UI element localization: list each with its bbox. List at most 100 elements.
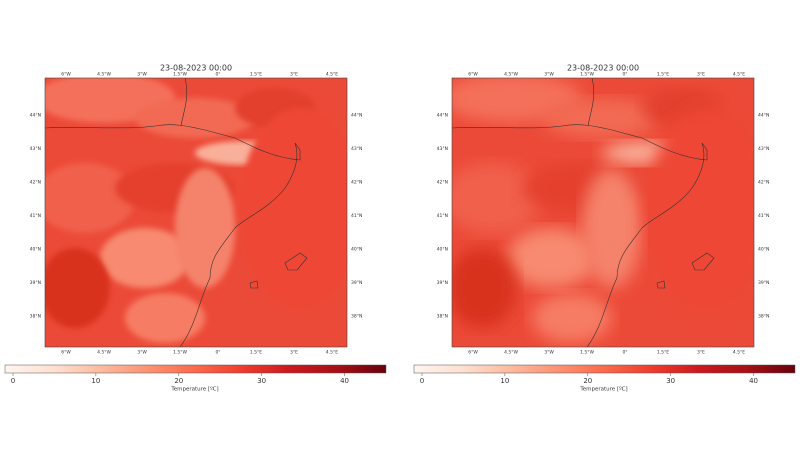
lat-label: 39°N xyxy=(758,280,769,286)
colorbar-tick-label: 30 xyxy=(257,377,266,385)
lon-label: 3°E xyxy=(290,72,298,78)
colorbar-tick-label: 0 xyxy=(11,377,15,385)
colorbar-tick-label: 40 xyxy=(340,377,349,385)
island xyxy=(691,252,715,271)
panel-title: 23-08-2023 00:00 xyxy=(160,64,232,73)
lat-label: 44°N xyxy=(437,113,448,119)
map-frame xyxy=(44,77,348,348)
lat-label: 38°N xyxy=(758,314,769,320)
lat-label: 39°N xyxy=(30,280,41,286)
temperature-field xyxy=(125,293,205,343)
temperature-field xyxy=(45,163,135,233)
coastline xyxy=(45,124,301,347)
lat-label: 44°N xyxy=(30,113,41,119)
lat-label: 42°N xyxy=(30,180,41,186)
lat-label: 39°N xyxy=(351,280,362,286)
lat-label: 38°N xyxy=(351,314,362,320)
temperature-field xyxy=(507,228,597,288)
lat-label: 42°N xyxy=(758,180,769,186)
lat-label: 44°N xyxy=(351,113,362,119)
lon-label: 4.5°W xyxy=(97,350,111,356)
lon-label: 1.5°W xyxy=(580,350,594,356)
lon-label: 0° xyxy=(622,72,627,78)
colorbar-tick-label: 0 xyxy=(420,377,424,385)
lat-label: 38°N xyxy=(30,314,41,320)
temperature-field xyxy=(175,168,235,288)
lon-label: 1.5°E xyxy=(657,72,669,78)
coastline xyxy=(452,124,708,347)
lon-label: 0° xyxy=(215,350,220,356)
lat-label: 43°N xyxy=(351,146,362,152)
lon-label: 6°W xyxy=(468,72,478,78)
lat-label: 41°N xyxy=(758,213,769,219)
lon-label: 3°W xyxy=(137,72,147,78)
lat-label: 38°N xyxy=(437,314,448,320)
lon-label: 3°E xyxy=(697,350,705,356)
lat-label: 40°N xyxy=(351,247,362,253)
colorbar-tick-label: 10 xyxy=(91,377,100,385)
lon-label: 0° xyxy=(622,350,627,356)
lat-label: 39°N xyxy=(437,280,448,286)
temperature-field xyxy=(542,98,662,138)
lon-label: 6°W xyxy=(468,350,478,356)
lon-label: 6°W xyxy=(61,72,71,78)
temperature-field xyxy=(647,108,754,308)
temperature-field xyxy=(240,108,347,308)
lon-label: 1.5°E xyxy=(657,350,669,356)
colorbar-tick-label: 20 xyxy=(174,377,183,385)
panel: 23-08-2023 00:00 6°W 6°W 4.5°W 4.5°W 3°W 3°W 1.… xyxy=(437,64,770,356)
lon-label: 4.5°E xyxy=(733,350,745,356)
lat-label: 43°N xyxy=(437,146,448,152)
lon-label: 4.5°E xyxy=(733,72,745,78)
lon-label: 1.5°E xyxy=(250,350,262,356)
lon-label: 1.5°W xyxy=(580,72,594,78)
lon-label: 6°W xyxy=(61,350,71,356)
lon-label: 1.5°W xyxy=(173,72,187,78)
temperature-field xyxy=(582,168,642,288)
lon-label: 3°W xyxy=(544,72,554,78)
lon-label: 3°W xyxy=(137,350,147,356)
colorbar-tick-label: 10 xyxy=(500,377,509,385)
lon-label: 4.5°W xyxy=(504,350,518,356)
lat-label: 40°N xyxy=(30,247,41,253)
lat-label: 42°N xyxy=(437,180,448,186)
border xyxy=(180,78,188,127)
colorbar xyxy=(413,364,796,374)
lon-label: 4.5°E xyxy=(326,72,338,78)
temperature-field xyxy=(532,293,612,343)
lat-label: 43°N xyxy=(30,146,41,152)
temperature-field xyxy=(45,248,110,328)
colorbar-label: Temperature [ºC] xyxy=(579,386,627,393)
panel-title: 23-08-2023 00:00 xyxy=(567,64,639,73)
island xyxy=(656,280,666,289)
temperature-field xyxy=(452,248,517,328)
lat-label: 43°N xyxy=(758,146,769,152)
lon-label: 4.5°W xyxy=(97,72,111,78)
temperature-field xyxy=(100,228,190,288)
lat-label: 40°N xyxy=(758,247,769,253)
lon-label: 3°E xyxy=(290,350,298,356)
lon-label: 1.5°E xyxy=(250,72,262,78)
island xyxy=(249,280,259,289)
colorbar xyxy=(4,364,387,374)
lon-label: 4.5°W xyxy=(504,72,518,78)
lon-label: 1.5°W xyxy=(173,350,187,356)
colorbar-tick-label: 30 xyxy=(666,377,675,385)
colorbar-label: Temperature [ºC] xyxy=(170,386,218,393)
lon-label: 3°W xyxy=(544,350,554,356)
island xyxy=(284,252,308,271)
map xyxy=(45,78,347,347)
lon-label: 0° xyxy=(215,72,220,78)
colorbar-tick-label: 20 xyxy=(583,377,592,385)
lon-label: 3°E xyxy=(697,72,705,78)
temperature-field xyxy=(452,163,542,233)
map xyxy=(452,78,754,347)
lat-label: 40°N xyxy=(437,247,448,253)
lon-label: 4.5°E xyxy=(326,350,338,356)
lat-label: 41°N xyxy=(351,213,362,219)
panel: 23-08-2023 00:00 6°W 6°W 4.5°W 4.5°W 3°W 3°W 1.… xyxy=(30,64,363,356)
lat-label: 41°N xyxy=(437,213,448,219)
temperature-field xyxy=(135,98,255,138)
border xyxy=(587,78,595,127)
